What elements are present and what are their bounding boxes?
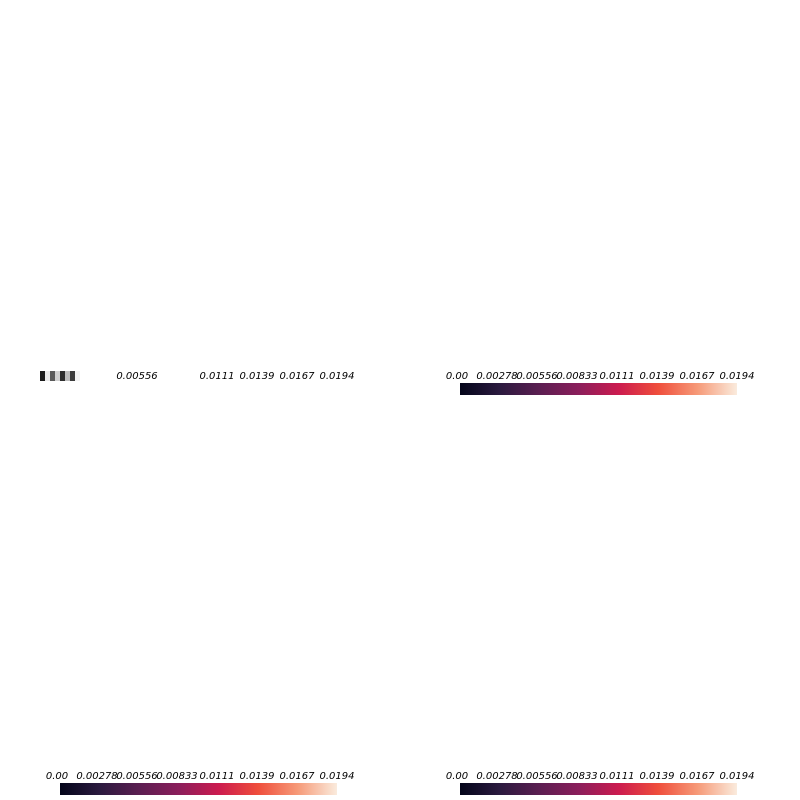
tick-label: 0.0194 [320,771,355,782]
legend-swatch [65,371,70,381]
tick-label: 0.0194 [720,371,755,382]
legend-swatch [40,371,45,381]
tick-label: 0.00556 [516,371,557,382]
legend-swatch [75,371,80,381]
legend-swatch [55,371,60,381]
colorbar-gradient [460,383,737,395]
tick-label: 0.00556 [516,771,557,782]
tick-label: 0.00833 [556,371,597,382]
tick-label: 0.00278 [476,371,517,382]
tick-label: 0.00556 [116,771,157,782]
legend-swatch [45,371,50,381]
tick-label: 0.00 [46,771,68,782]
tick-label: 0.0139 [640,771,675,782]
tick-label: 0.0167 [680,371,716,382]
tick-label: 0.0194 [720,771,755,782]
tick-label: 0.0111 [600,771,635,782]
tick-label: 0.0194 [320,371,355,382]
tick-label: 0.00833 [156,771,197,782]
tick-label: 0.0167 [280,371,316,382]
tick-label: 0.00278 [76,771,117,782]
tick-label: 0.0111 [200,771,235,782]
tick-label: 0.00 [446,771,468,782]
legend-swatch [70,371,75,381]
legend-swatch [50,371,55,381]
tick-label: 0.0111 [600,371,635,382]
tick-label: 0.00556 [116,371,157,382]
tick-label: 0.00 [446,371,468,382]
tick-label: 0.0167 [280,771,316,782]
colorbar-panel-top-left: 0.00556 0.0111 0.0139 0.0167 0.0194 [40,371,355,382]
tick-label: 0.0139 [240,371,275,382]
tick-label: 0.00278 [476,771,517,782]
tick-label: 0.0167 [680,771,716,782]
colorbar-gradient [460,783,737,795]
colorbar-gradient [60,783,337,795]
legend-swatch [60,371,65,381]
tick-label: 0.0139 [240,771,275,782]
tick-label: 0.0111 [200,371,235,382]
tick-label: 0.00833 [556,771,597,782]
tick-label: 0.0139 [640,371,675,382]
